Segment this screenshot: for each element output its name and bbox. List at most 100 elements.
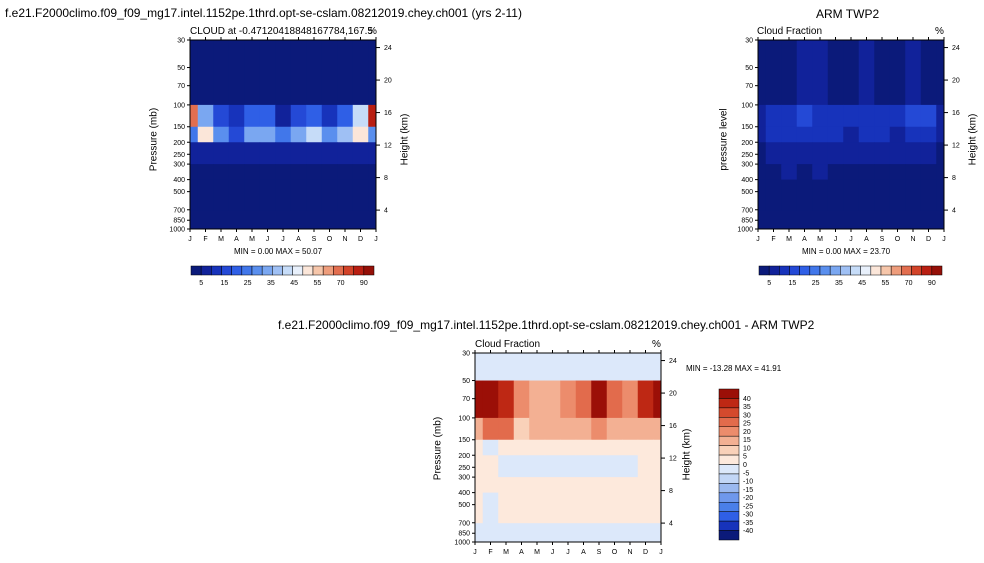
colorbar-swatch (718, 464, 740, 475)
colorbar-swatch (343, 265, 354, 276)
heatmap-cell (498, 477, 515, 494)
heatmap-cell (290, 40, 307, 106)
colorbar-label: 5 (199, 280, 203, 287)
heatmap-cell (758, 164, 767, 181)
heatmap-cell (475, 492, 484, 524)
x-tick-label: A (296, 236, 301, 243)
x-tick-label: J (188, 236, 192, 243)
y-tick-label: 50 (745, 65, 753, 72)
x-tick-label: D (926, 236, 931, 243)
y-right-tick-label: 16 (952, 110, 960, 117)
y-tick-label: 850 (741, 218, 753, 225)
heatmap-cell (368, 164, 377, 181)
x-tick-label: J (659, 549, 663, 556)
heatmap-cell (213, 40, 230, 106)
heatmap-cell (858, 104, 875, 128)
heatmap-cell (482, 380, 499, 419)
y-tick-label: 150 (741, 124, 753, 131)
y-right-tick-label: 12 (669, 456, 677, 463)
colorbar-swatch (718, 435, 740, 446)
heatmap-cell (290, 104, 307, 128)
y-tick-label: 100 (173, 102, 185, 109)
heatmap-cell (275, 40, 292, 106)
heatmap-cell (244, 40, 261, 106)
panel-2-stats: MIN = 0.00 MAX = 23.70 (802, 247, 891, 256)
heatmap-cell (936, 142, 945, 165)
heatmap-cell (337, 164, 354, 181)
heatmap-cell (513, 380, 530, 419)
y-right-tick-label: 16 (384, 110, 392, 117)
colorbar-swatch (931, 265, 943, 276)
x-tick-label: S (597, 549, 602, 556)
heatmap-cell (591, 492, 608, 524)
x-tick-label: A (581, 549, 586, 556)
y-right-tick-label: 4 (952, 208, 956, 215)
x-tick-label: O (327, 236, 333, 243)
y-right-tick-label: 8 (669, 488, 673, 495)
y-tick-label: 150 (173, 124, 185, 131)
colorbar-swatch (718, 511, 740, 522)
heatmap-cell (936, 164, 945, 181)
heatmap-cell (544, 353, 561, 381)
colorbar-label: 15 (221, 280, 229, 287)
x-tick-label: A (519, 549, 524, 556)
heatmap-cell (905, 40, 922, 106)
colorbar-swatch (799, 265, 811, 276)
colorbar-label: 25 (812, 280, 820, 287)
heatmap-cell (498, 417, 515, 441)
x-tick-label: N (627, 549, 632, 556)
colorbar-label: 90 (928, 280, 936, 287)
colorbar-swatch (829, 265, 841, 276)
y-tick-label: 400 (741, 177, 753, 184)
x-tick-label: O (895, 236, 901, 243)
heatmap-cell (858, 164, 875, 181)
colorbar-swatch (211, 265, 222, 276)
colorbar-label: 35 (743, 404, 751, 411)
heatmap-cell (827, 126, 844, 143)
y-right-tick-label: 4 (384, 208, 388, 215)
colorbar-swatch (251, 265, 263, 276)
heatmap-cell (827, 179, 844, 211)
y-tick-label: 70 (745, 83, 753, 90)
y-tick-label: 700 (458, 520, 470, 527)
heatmap-cell (197, 164, 214, 181)
heatmap-cell (622, 477, 639, 494)
panel-1-left-title: CLOUD at -0.47120418848167784,167.5 (190, 26, 373, 37)
colorbar-label: -15 (743, 487, 753, 494)
heatmap-cell (843, 40, 860, 106)
heatmap-cell (560, 477, 577, 494)
heatmap-cell (812, 40, 829, 106)
y-tick-label: 200 (741, 140, 753, 147)
panel-1-chart: J F M A M J J A S O N D J 30 50 70 100 150 200 250 300 400 500… (169, 37, 392, 243)
heatmap-cell (190, 179, 199, 211)
heatmap-cell (259, 40, 276, 106)
heatmap-cell (905, 126, 922, 143)
x-tick-label: M (218, 236, 224, 243)
heatmap-cell (197, 40, 214, 106)
y-tick-label: 200 (173, 140, 185, 147)
colorbar-label: 55 (313, 280, 321, 287)
heatmap-cell (781, 40, 798, 106)
heatmap-cell (352, 126, 369, 143)
colorbar-swatch (718, 388, 740, 399)
heatmap-cell (575, 417, 592, 441)
heatmap-cell (796, 40, 813, 106)
x-tick-label: J (266, 236, 270, 243)
heatmap-cell (920, 40, 937, 106)
heatmap-cell (321, 126, 338, 143)
colorbar-label: 70 (905, 280, 913, 287)
heatmap-cell (544, 380, 561, 419)
colorbar-swatch (768, 265, 780, 276)
heatmap-cell (874, 179, 891, 211)
colorbar-label: 30 (743, 412, 751, 419)
heatmap-cell (275, 126, 292, 143)
y-tick-label: 30 (462, 351, 470, 358)
heatmap-cell (575, 477, 592, 494)
heatmap-cell (275, 164, 292, 181)
heatmap-cell (244, 104, 261, 128)
heatmap-cell (889, 142, 906, 165)
heatmap-cell (368, 179, 377, 211)
heatmap-cell (653, 455, 662, 478)
heatmap-cell (228, 142, 245, 165)
colorbar-swatch (363, 265, 375, 276)
